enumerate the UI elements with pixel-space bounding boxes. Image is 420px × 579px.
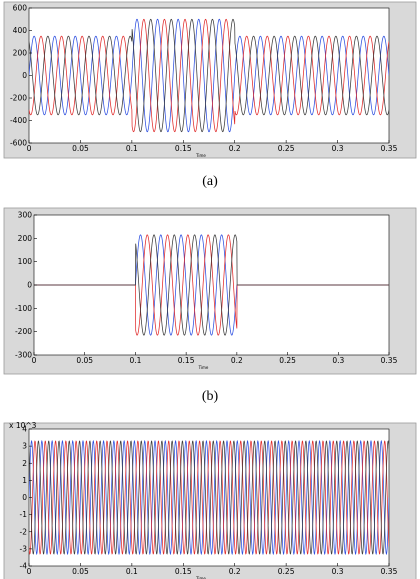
y-tick-label: 0: [22, 71, 27, 80]
x-tick-label: 0.25: [279, 356, 296, 365]
y-tick-label: 0: [27, 281, 32, 290]
chart-c-svg: 0 0.05 0.1 0.15 0.2 0.25 0.3 0.35 4 3 2 1 0 -1 -2 -3 -4 T…: [3, 421, 417, 579]
y-tick-label: 2: [22, 459, 27, 468]
x-tick-label: 0.15: [175, 567, 192, 576]
chart-b-svg: 0 0.05 0.1 0.15 0.2 0.25 0.3 0.35 300 200 100 0 -100…: [3, 207, 417, 375]
y-tick-label: -1: [20, 510, 28, 519]
y-tick-label: 0: [22, 493, 27, 502]
x-tick-label: 0.25: [278, 144, 295, 153]
caption-a: (a): [202, 174, 218, 189]
x-tick-label: 0.2: [231, 356, 243, 365]
chart-a-svg: 0 0.05 0.1 0.15 0.2 0.25 0.3 0.35 600 400 200 0 -200…: [3, 1, 417, 159]
x-tick-label: 0.15: [178, 356, 195, 365]
x-tick-label: 0.2: [229, 567, 241, 576]
x-tick-label: 0.3: [332, 567, 344, 576]
series-group: [29, 18, 389, 133]
y-tick-label: 300: [18, 211, 33, 220]
x-axis-label: Time: [198, 365, 209, 370]
y-tick-label: 600: [13, 4, 28, 13]
y-tick-label: -200: [15, 327, 32, 336]
x-axis-label: Time: [195, 153, 206, 158]
y-tick-label: -2: [20, 527, 28, 536]
y-tick-label: -600: [10, 139, 27, 148]
x-tick-label: 0.1: [126, 144, 138, 153]
y-exponent-label: x 10^3: [9, 421, 37, 430]
series-group: [29, 439, 389, 556]
x-tick-label: 0: [27, 567, 32, 576]
y-tick-label: -400: [10, 116, 27, 125]
x-tick-label: 0.35: [381, 567, 398, 576]
y-tick-label: 200: [18, 234, 33, 243]
y-tick-label: 4: [22, 425, 27, 434]
series-line-phase-2: [29, 440, 389, 555]
chart-b: 0 0.05 0.1 0.15 0.2 0.25 0.3 0.35 300 200 100 0 -100…: [0, 205, 420, 380]
x-tick-label: 0.35: [381, 144, 398, 153]
series-group: [34, 234, 389, 336]
caption-b: (b): [201, 389, 219, 404]
y-tick-label: -4: [20, 562, 28, 571]
x-tick-label: 0.15: [175, 144, 192, 153]
x-tick-label: 0.35: [381, 356, 398, 365]
y-tick-label: 1: [22, 476, 27, 485]
x-tick-label: 0.3: [332, 356, 344, 365]
x-axis-label: Time: [195, 576, 206, 579]
x-tick-label: 0.05: [72, 567, 89, 576]
x-tick-label: 0.1: [126, 567, 138, 576]
plot-area: [28, 7, 390, 144]
y-tick-label: -3: [20, 544, 28, 553]
x-tick-label: 0.05: [76, 356, 93, 365]
x-tick-label: 0.05: [72, 144, 89, 153]
y-tick-label: 3: [22, 442, 27, 451]
x-tick-label: 0.2: [229, 144, 241, 153]
chart-a: 0 0.05 0.1 0.15 0.2 0.25 0.3 0.35 600 400 200 0 -200…: [0, 0, 420, 160]
series-line-phase-3: [29, 440, 389, 555]
series-line-phase-3: [29, 18, 389, 133]
chart-c: 0 0.05 0.1 0.15 0.2 0.25 0.3 0.35 4 3 2 1 0 -1 -2 -3 -4 T…: [0, 420, 420, 579]
y-tick-label: 400: [13, 26, 28, 35]
x-tick-label: 0: [27, 144, 32, 153]
y-tick-label: -300: [15, 351, 32, 360]
y-tick-label: 100: [18, 257, 33, 266]
y-tick-label: -100: [15, 304, 32, 313]
y-tick-label: -200: [10, 94, 27, 103]
x-tick-label: 0.3: [332, 144, 344, 153]
x-tick-label: 0: [32, 356, 37, 365]
series-line-phase-3: [34, 234, 389, 336]
x-tick-label: 0.25: [278, 567, 295, 576]
x-tick-label: 0.1: [129, 356, 141, 365]
series-line-phase-1: [29, 439, 389, 556]
y-tick-label: 200: [13, 49, 28, 58]
